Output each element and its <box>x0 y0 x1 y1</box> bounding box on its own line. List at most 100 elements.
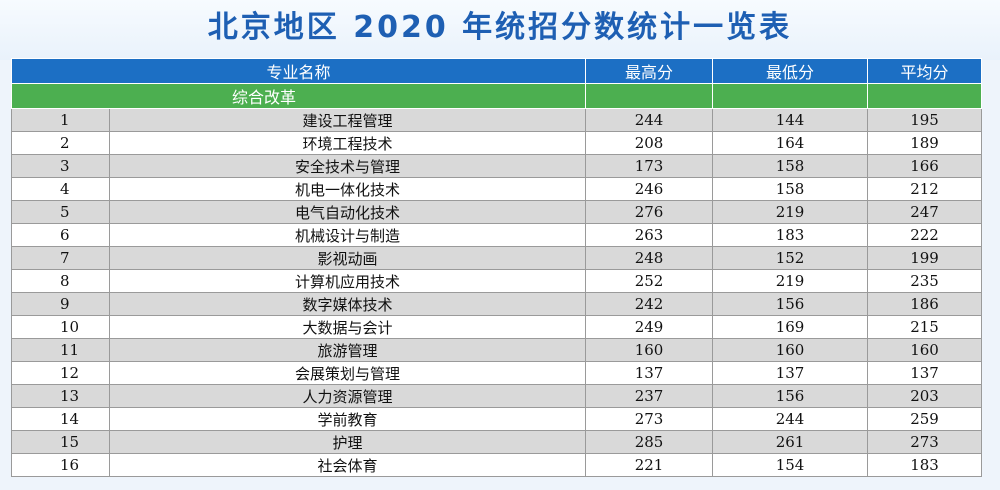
row-avg-score: 273 <box>867 430 983 454</box>
row-min-score: 164 <box>712 131 869 155</box>
table-row: 15 护理 285 261 273 <box>11 430 983 454</box>
category-row: 综合改革 <box>10 83 983 109</box>
row-index: 12 <box>11 361 110 385</box>
row-avg-score: 137 <box>867 361 983 385</box>
row-major-name: 建设工程管理 <box>108 108 587 132</box>
row-max-score: 137 <box>585 361 714 385</box>
row-min-score: 169 <box>712 315 869 339</box>
row-avg-score: 160 <box>867 338 983 362</box>
row-max-score: 221 <box>585 453 714 477</box>
row-major-name: 旅游管理 <box>108 338 587 362</box>
row-avg-score: 203 <box>867 384 983 408</box>
table-row: 4 机电一体化技术 246 158 212 <box>11 177 983 201</box>
table-row: 11 旅游管理 160 160 160 <box>11 338 983 362</box>
row-major-name: 机械设计与制造 <box>108 223 587 247</box>
row-max-score: 173 <box>585 154 714 178</box>
category-cell <box>867 83 983 109</box>
table-row: 14 学前教育 273 244 259 <box>11 407 983 431</box>
row-major-name: 学前教育 <box>108 407 587 431</box>
row-avg-score: 189 <box>867 131 983 155</box>
row-min-score: 144 <box>712 108 869 132</box>
row-avg-score: 186 <box>867 292 983 316</box>
row-major-name: 电气自动化技术 <box>108 200 587 224</box>
category-cell <box>712 83 869 109</box>
row-index: 4 <box>11 177 110 201</box>
table-row: 5 电气自动化技术 276 219 247 <box>11 200 983 224</box>
row-min-score: 183 <box>712 223 869 247</box>
table-row: 10 大数据与会计 249 169 215 <box>11 315 983 339</box>
row-max-score: 273 <box>585 407 714 431</box>
header-max: 最高分 <box>585 58 714 84</box>
row-index: 2 <box>11 131 110 155</box>
row-index: 13 <box>11 384 110 408</box>
row-index: 15 <box>11 430 110 454</box>
header-min: 最低分 <box>712 58 869 84</box>
row-index: 9 <box>11 292 110 316</box>
category-cell <box>585 83 714 109</box>
row-avg-score: 215 <box>867 315 983 339</box>
row-max-score: 242 <box>585 292 714 316</box>
header-avg: 平均分 <box>867 58 983 84</box>
table-row: 3 安全技术与管理 173 158 166 <box>11 154 983 178</box>
row-avg-score: 222 <box>867 223 983 247</box>
row-max-score: 285 <box>585 430 714 454</box>
row-min-score: 219 <box>712 269 869 293</box>
row-max-score: 237 <box>585 384 714 408</box>
row-avg-score: 199 <box>867 246 983 270</box>
row-max-score: 246 <box>585 177 714 201</box>
row-max-score: 263 <box>585 223 714 247</box>
row-index: 6 <box>11 223 110 247</box>
row-index: 1 <box>11 108 110 132</box>
row-min-score: 152 <box>712 246 869 270</box>
row-major-name: 大数据与会计 <box>108 315 587 339</box>
row-avg-score: 212 <box>867 177 983 201</box>
row-major-name: 安全技术与管理 <box>108 154 587 178</box>
title-banner <box>0 0 1000 60</box>
table-row: 1 建设工程管理 244 144 195 <box>11 108 983 132</box>
row-major-name: 计算机应用技术 <box>108 269 587 293</box>
table-row: 16 社会体育 221 154 183 <box>11 453 983 477</box>
row-major-name: 环境工程技术 <box>108 131 587 155</box>
row-index: 16 <box>11 453 110 477</box>
table-header-row: 专业名称 最高分 最低分 平均分 <box>10 58 983 84</box>
row-min-score: 158 <box>712 154 869 178</box>
page-title: 北京地区 2020 年统招分数统计一览表 <box>207 10 793 45</box>
row-avg-score: 166 <box>867 154 983 178</box>
row-max-score: 252 <box>585 269 714 293</box>
row-major-name: 会展策划与管理 <box>108 361 587 385</box>
row-min-score: 219 <box>712 200 869 224</box>
row-index: 14 <box>11 407 110 431</box>
row-index: 7 <box>11 246 110 270</box>
header-major: 专业名称 <box>10 58 587 84</box>
row-index: 11 <box>11 338 110 362</box>
row-avg-score: 183 <box>867 453 983 477</box>
row-major-name: 护理 <box>108 430 587 454</box>
row-index: 8 <box>11 269 110 293</box>
row-index: 3 <box>11 154 110 178</box>
row-min-score: 156 <box>712 384 869 408</box>
row-major-name: 机电一体化技术 <box>108 177 587 201</box>
row-max-score: 208 <box>585 131 714 155</box>
row-min-score: 160 <box>712 338 869 362</box>
row-min-score: 261 <box>712 430 869 454</box>
table-row: 12 会展策划与管理 137 137 137 <box>11 361 983 385</box>
score-table: 专业名称 最高分 最低分 平均分 综合改革 1 建设工程管理 244 144 195 2 环… <box>10 58 983 477</box>
row-max-score: 248 <box>585 246 714 270</box>
row-avg-score: 195 <box>867 108 983 132</box>
row-avg-score: 247 <box>867 200 983 224</box>
row-min-score: 137 <box>712 361 869 385</box>
row-major-name: 影视动画 <box>108 246 587 270</box>
row-index: 10 <box>11 315 110 339</box>
table-row: 9 数字媒体技术 242 156 186 <box>11 292 983 316</box>
row-major-name: 人力资源管理 <box>108 384 587 408</box>
table-row: 8 计算机应用技术 252 219 235 <box>11 269 983 293</box>
row-min-score: 244 <box>712 407 869 431</box>
row-major-name: 社会体育 <box>108 453 587 477</box>
row-min-score: 158 <box>712 177 869 201</box>
row-min-score: 156 <box>712 292 869 316</box>
table-row: 7 影视动画 248 152 199 <box>11 246 983 270</box>
table-row: 6 机械设计与制造 263 183 222 <box>11 223 983 247</box>
row-max-score: 160 <box>585 338 714 362</box>
row-avg-score: 259 <box>867 407 983 431</box>
row-max-score: 276 <box>585 200 714 224</box>
